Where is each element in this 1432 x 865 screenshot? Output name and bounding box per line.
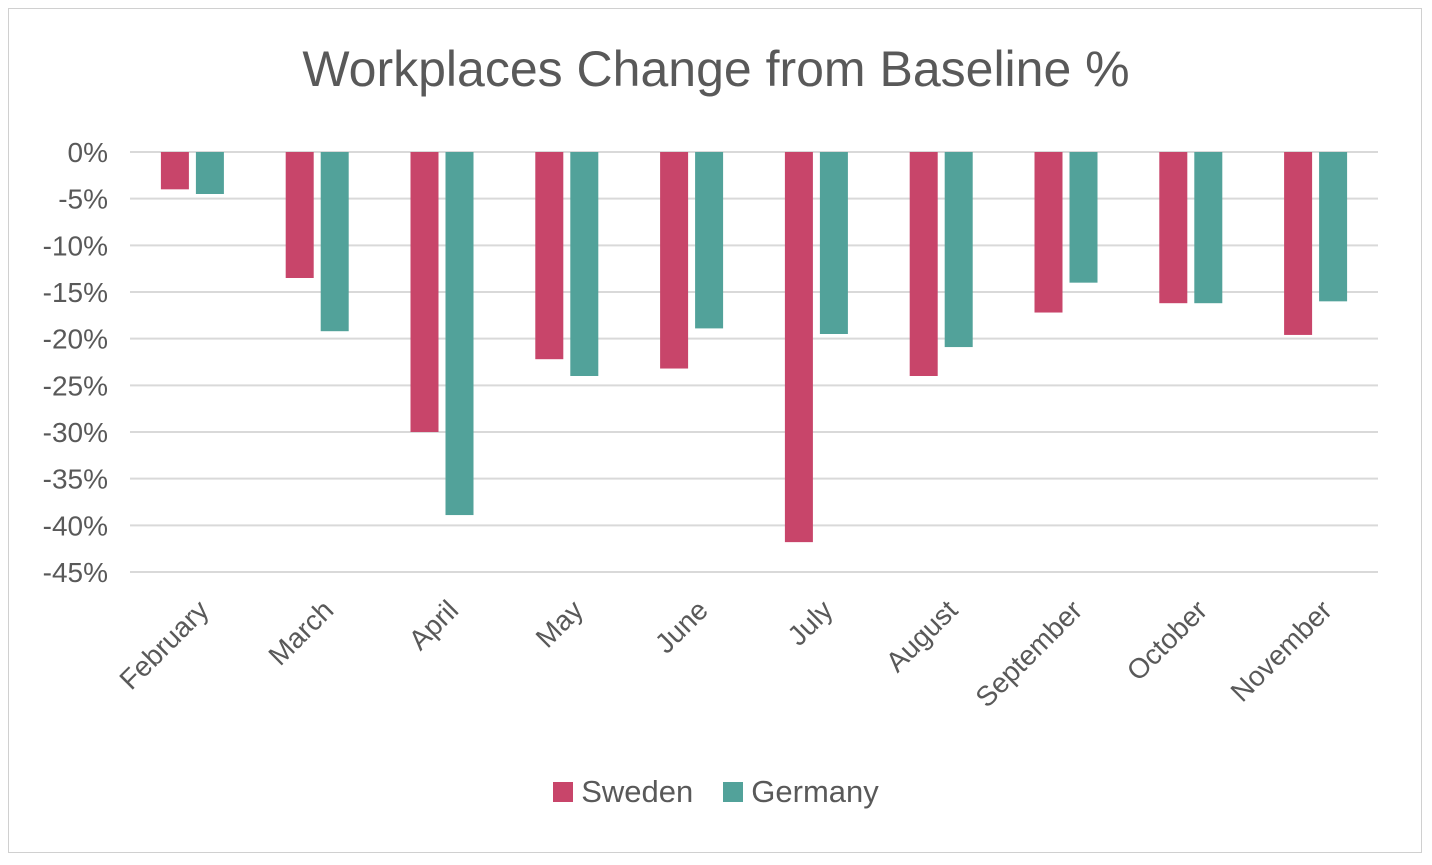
legend-swatch-sweden bbox=[553, 782, 574, 802]
bars bbox=[160, 152, 1348, 543]
y-tick-label: -40% bbox=[43, 510, 108, 541]
bar-germany-may bbox=[570, 152, 599, 376]
y-tick-label: -20% bbox=[43, 324, 108, 355]
legend-item-sweden: Sweden bbox=[553, 774, 693, 810]
legend-item-germany: Germany bbox=[723, 774, 879, 810]
x-tick-label: April bbox=[403, 594, 465, 656]
bar-germany-november bbox=[1319, 152, 1348, 302]
x-tick-label: February bbox=[113, 594, 214, 695]
y-tick-label: -10% bbox=[43, 230, 108, 261]
y-axis-tick-labels: 0% -5% -10% -15% -20% -25% -30% -35% -40% -45% bbox=[43, 137, 108, 588]
legend: Sweden Germany bbox=[0, 774, 1432, 810]
x-tick-label: June bbox=[649, 594, 714, 659]
x-tick-label: May bbox=[530, 594, 589, 653]
bar-sweden-june bbox=[660, 152, 689, 369]
bar-sweden-february bbox=[160, 152, 189, 190]
x-tick-label: October bbox=[1121, 594, 1213, 686]
bar-sweden-april bbox=[410, 152, 439, 432]
bar-germany-march bbox=[320, 152, 349, 332]
y-tick-label: -45% bbox=[43, 557, 108, 588]
bar-germany-july bbox=[819, 152, 848, 334]
bar-germany-june bbox=[695, 152, 724, 329]
bar-sweden-march bbox=[285, 152, 314, 278]
y-tick-label: -35% bbox=[43, 464, 108, 495]
y-tick-label: 0% bbox=[68, 137, 108, 168]
x-tick-label: September bbox=[969, 594, 1088, 713]
bar-sweden-november bbox=[1284, 152, 1313, 335]
bar-sweden-may bbox=[535, 152, 564, 360]
x-tick-label: July bbox=[782, 594, 839, 651]
chart-title: Workplaces Change from Baseline % bbox=[302, 41, 1130, 97]
bar-germany-february bbox=[195, 152, 224, 194]
y-tick-label: -15% bbox=[43, 277, 108, 308]
x-tick-label: November bbox=[1225, 594, 1338, 707]
y-tick-label: -5% bbox=[58, 184, 108, 215]
x-axis-tick-labels: February March April May June July August Septe… bbox=[113, 594, 1337, 713]
bar-germany-september bbox=[1069, 152, 1098, 283]
bar-sweden-october bbox=[1159, 152, 1188, 304]
bar-germany-october bbox=[1194, 152, 1223, 304]
x-tick-label: March bbox=[263, 594, 340, 671]
bar-sweden-september bbox=[1034, 152, 1063, 313]
legend-label-germany: Germany bbox=[751, 774, 879, 809]
bar-germany-august bbox=[944, 152, 973, 348]
bar-sweden-august bbox=[909, 152, 938, 376]
chart-frame bbox=[8, 8, 1422, 853]
bar-germany-april bbox=[445, 152, 474, 516]
legend-label-sweden: Sweden bbox=[581, 774, 694, 809]
x-tick-label: August bbox=[880, 594, 964, 678]
y-tick-label: -25% bbox=[43, 370, 108, 401]
y-tick-label: -30% bbox=[43, 417, 108, 448]
legend-swatch-germany bbox=[723, 782, 744, 802]
bar-sweden-july bbox=[784, 152, 813, 543]
gridlines bbox=[130, 151, 1378, 573]
